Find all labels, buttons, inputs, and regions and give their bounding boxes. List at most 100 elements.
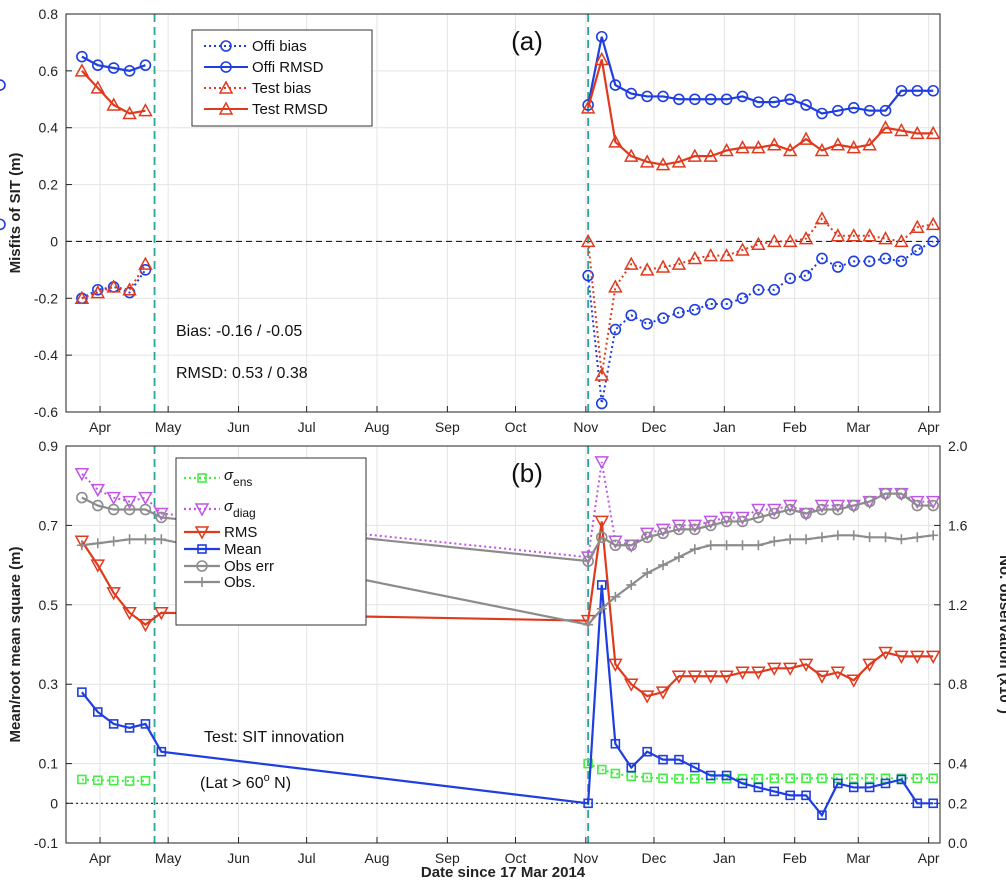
data-point (582, 99, 594, 111)
data-point (124, 776, 135, 786)
legend-sigma: σ (224, 498, 234, 515)
data-point (76, 50, 88, 63)
data-point (155, 511, 168, 524)
data-point (878, 646, 893, 661)
data-point (864, 532, 875, 543)
data-point (817, 810, 827, 821)
legend-marker (197, 473, 207, 483)
data-point (896, 534, 907, 545)
y2-label-sup: 4 (1004, 703, 1006, 710)
x-tick-label: Aug (365, 419, 390, 435)
x-tick-label: Dec (642, 850, 667, 866)
data-point (76, 540, 87, 551)
legend-entry: Mean (224, 541, 262, 558)
data-point (139, 59, 152, 71)
data-point (737, 540, 748, 551)
data-point (736, 90, 749, 103)
x-tick-label: Jun (227, 850, 250, 866)
x-tick-label: Sep (435, 419, 460, 435)
y2-tick-label: 0.8 (948, 676, 968, 692)
data-point (753, 782, 764, 793)
data-point (785, 790, 795, 801)
y2-tick-label: 1.2 (948, 597, 968, 613)
legend-marker (218, 101, 234, 115)
y2-axis-label: No. observation (x104) (996, 555, 1006, 714)
data-point (847, 102, 860, 114)
y2-tick-label: 1.6 (948, 517, 968, 533)
data-point (673, 306, 685, 319)
data-point (912, 532, 923, 543)
data-point (830, 137, 846, 151)
data-point (910, 219, 925, 233)
data-point (864, 782, 875, 793)
data-point (864, 773, 875, 784)
data-point (92, 707, 103, 717)
data-point (782, 233, 798, 248)
data-point (895, 487, 908, 500)
data-point (801, 790, 811, 801)
series-line (81, 70, 146, 115)
annotation-lat-sup: o (264, 772, 270, 784)
data-point (580, 233, 596, 248)
series-line (81, 584, 934, 818)
data-point (847, 255, 860, 268)
data-point (156, 746, 167, 757)
panel-label: (a) (511, 26, 543, 56)
data-point (879, 252, 892, 265)
data-point (596, 603, 607, 614)
data-point (658, 754, 668, 765)
data-point (910, 650, 925, 664)
x-tick-label: Feb (783, 419, 807, 435)
data-point (623, 148, 639, 162)
legend-entry: Obs. (224, 574, 256, 591)
legend-entry: Offi bias (252, 38, 307, 55)
data-point (863, 255, 876, 268)
data-point (895, 84, 908, 97)
data-point (846, 228, 861, 242)
data-point (595, 397, 608, 410)
data-point (138, 618, 153, 633)
y2-tick-label: 0.0 (948, 835, 968, 851)
data-point (583, 619, 594, 630)
data-point (927, 84, 939, 97)
data-point (816, 532, 827, 543)
data-point (912, 773, 923, 784)
data-point (594, 367, 610, 381)
data-point (752, 283, 765, 296)
data-point (833, 778, 843, 789)
data-point (138, 103, 153, 117)
data-point (122, 282, 137, 296)
data-point (703, 248, 718, 262)
data-point (642, 772, 652, 783)
y-tick-label: -0.2 (34, 290, 58, 306)
data-point (719, 248, 734, 262)
data-point (846, 674, 861, 688)
data-point (623, 678, 639, 692)
data-point (671, 256, 687, 270)
x-tick-label: Oct (505, 419, 527, 435)
legend-entry: σdiag (224, 498, 256, 520)
data-point (154, 606, 169, 621)
data-point (76, 491, 88, 504)
y-tick-label: 0.8 (39, 6, 59, 22)
data-point (610, 591, 621, 602)
data-point (583, 758, 593, 769)
data-point (91, 499, 104, 512)
data-point (801, 773, 811, 784)
data-point (719, 670, 734, 684)
data-point (879, 104, 892, 117)
data-point (862, 658, 877, 672)
data-point (735, 140, 750, 154)
data-point (767, 233, 782, 248)
y2-label-end: ) (996, 709, 1006, 714)
data-point (704, 93, 717, 106)
legend-marker (197, 544, 207, 554)
data-point (687, 148, 703, 162)
data-point (769, 536, 780, 547)
legend-marker (194, 526, 210, 540)
data-point (784, 272, 796, 285)
data-point (863, 495, 876, 508)
x-tick-label: Nov (573, 419, 598, 435)
data-point (124, 723, 135, 733)
data-point (108, 536, 119, 547)
